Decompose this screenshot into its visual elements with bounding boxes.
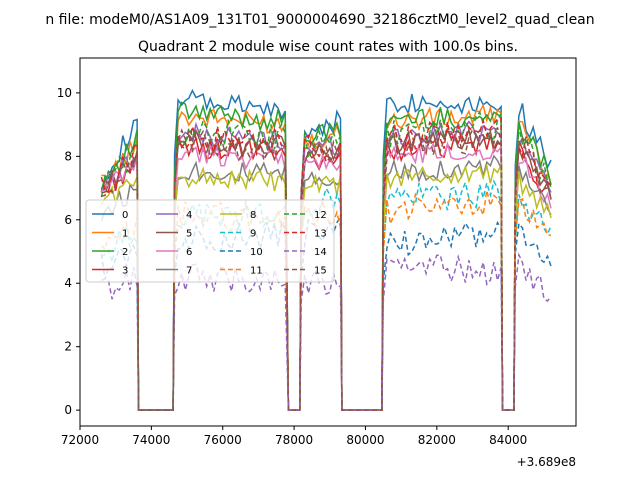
series-line-14 bbox=[101, 252, 552, 411]
series-line-0 bbox=[100, 88, 552, 411]
legend-label: 6 bbox=[186, 247, 192, 258]
legend-label: 8 bbox=[250, 210, 256, 221]
legend-label: 3 bbox=[122, 266, 128, 277]
legend-label: 10 bbox=[250, 247, 263, 258]
legend-label: 1 bbox=[122, 229, 128, 240]
chart-suptitle: n file: modeM0/AS1A09_131T01_9000004690_… bbox=[45, 12, 594, 28]
series-line-12 bbox=[100, 110, 552, 411]
legend-label: 2 bbox=[122, 247, 128, 258]
x-tick-label: 74000 bbox=[132, 433, 170, 447]
series-line-11 bbox=[100, 190, 552, 411]
y-tick-label: 8 bbox=[64, 149, 72, 163]
x-tick-label: 78000 bbox=[275, 433, 313, 447]
x-tick-label: 84000 bbox=[489, 433, 527, 447]
series-line-13 bbox=[100, 117, 552, 411]
x-offset-label: +3.689e8 bbox=[517, 455, 576, 469]
y-tick-label: 4 bbox=[64, 276, 72, 290]
legend-label: 0 bbox=[122, 210, 128, 221]
axes-frame bbox=[79, 57, 577, 427]
legend-label: 9 bbox=[250, 229, 256, 240]
legend-label: 12 bbox=[314, 210, 327, 221]
series-line-15 bbox=[101, 127, 552, 411]
x-tick-label: 76000 bbox=[204, 433, 242, 447]
y-tick-label: 2 bbox=[64, 340, 72, 354]
legend-label: 7 bbox=[186, 266, 192, 277]
series-line-8 bbox=[100, 163, 552, 411]
y-tick-label: 0 bbox=[64, 403, 72, 417]
x-axis: 72000 74000 76000 78000 80000 82000 84000 bbox=[61, 426, 527, 447]
legend-label: 15 bbox=[314, 266, 327, 277]
y-axis: 0 2 4 6 8 10 bbox=[57, 86, 80, 417]
x-tick-label: 80000 bbox=[346, 433, 384, 447]
legend-label: 14 bbox=[314, 247, 327, 258]
legend-label: 5 bbox=[186, 229, 192, 240]
legend-frame bbox=[85, 199, 335, 283]
legend-label: 11 bbox=[250, 266, 263, 277]
legend-label: 13 bbox=[314, 229, 327, 240]
y-tick-label: 10 bbox=[57, 86, 72, 100]
series-line-1 bbox=[101, 103, 552, 411]
series-line-2 bbox=[100, 101, 552, 411]
x-tick-label: 82000 bbox=[418, 433, 456, 447]
x-tick-label: 72000 bbox=[61, 433, 99, 447]
y-tick-label: 6 bbox=[64, 213, 72, 227]
chart-title: Quadrant 2 module wise count rates with … bbox=[138, 39, 518, 55]
legend-label: 4 bbox=[186, 210, 192, 221]
series-line-6 bbox=[100, 141, 552, 411]
